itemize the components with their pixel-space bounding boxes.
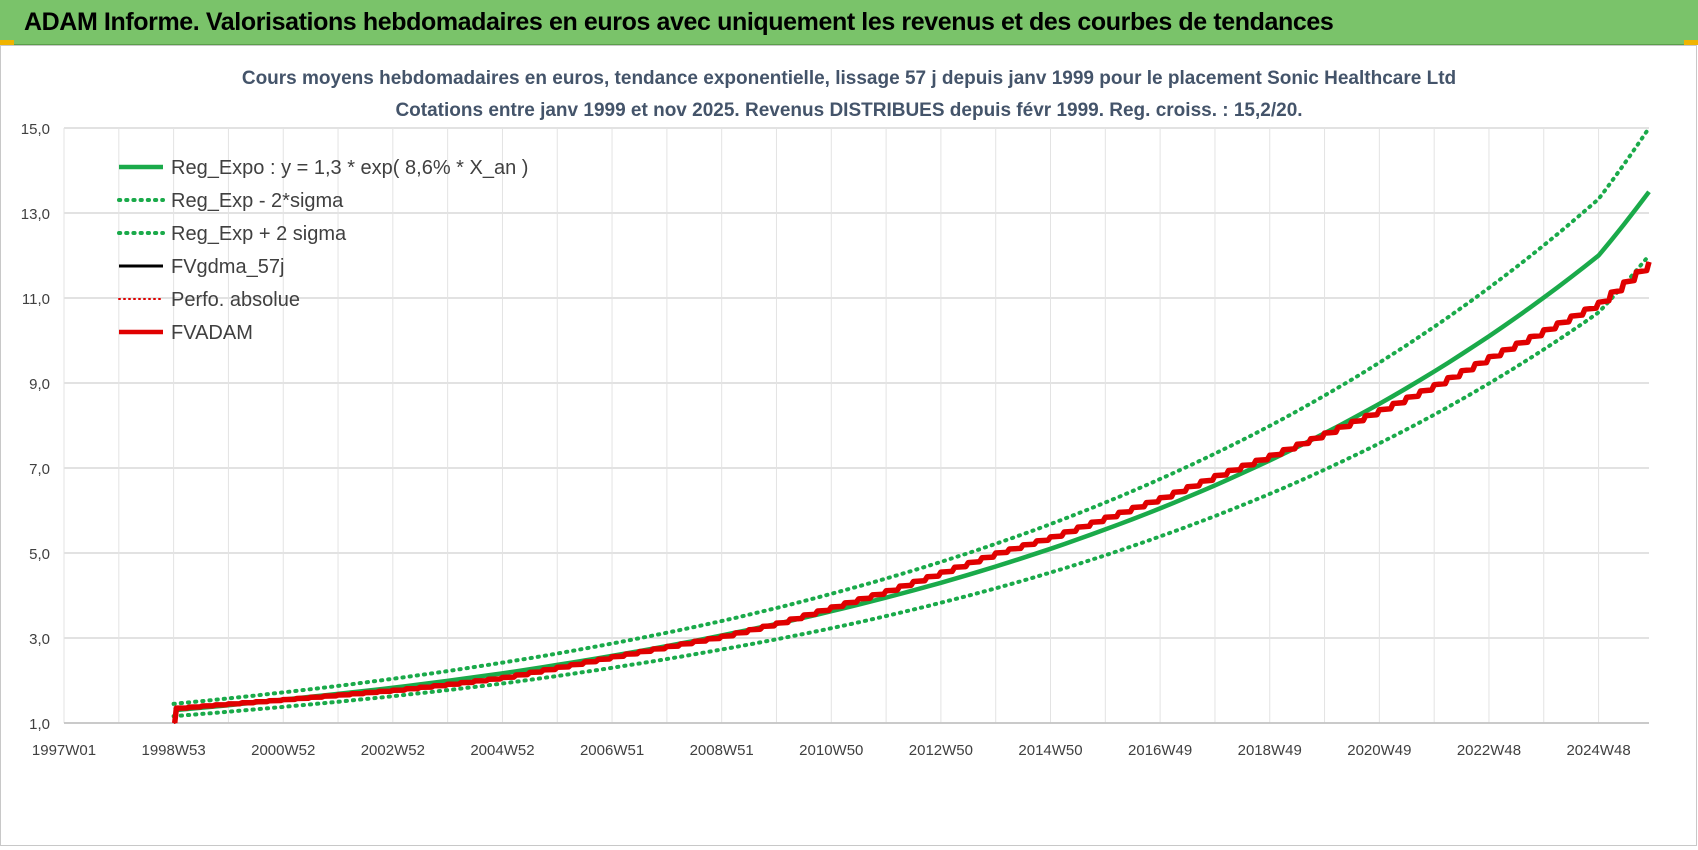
y-tick-label: 11,0 [22,291,50,308]
legend-label-fvgdma: FVgdma_57j [171,256,284,278]
legend-label-fvadam: FVADAM [171,322,253,344]
x-tick-label: 2014W50 [1018,742,1082,759]
series-line-perfo [173,260,1650,724]
x-tick-label: 2004W52 [470,742,534,759]
series-lines [171,126,1652,724]
series-line-reg [173,190,1651,713]
x-tick-label: 2022W48 [1457,742,1521,759]
y-tick-label: 1,0 [29,716,50,733]
chart-title-line2: Cotations entre janv 1999 et nov 2025. R… [395,100,1302,121]
y-tick-label: 9,0 [29,376,50,393]
legend-label-perfo: Perfo. absolue [171,289,300,311]
line-chart: 1,0 3,0 5,0 7,0 9,0 11,0 13,0 15,0 1997W01 1998W5… [21,68,1652,759]
x-tick-label: 2018W49 [1238,742,1302,759]
y-tick-label: 5,0 [29,546,50,563]
series-line-low [171,253,1651,719]
x-tick-label: 2020W49 [1347,742,1411,759]
x-tick-label: 1998W53 [142,742,206,759]
legend-label-high: Reg_Exp + 2 sigma [171,223,347,245]
chart-title-line1: Cours moyens hebdomadaires en euros, ten… [242,68,1456,89]
report-title: ADAM Informe. Valorisations hebdomadaire… [24,8,1334,36]
x-tick-label: 2002W52 [361,742,425,759]
series-line-high [171,126,1651,706]
y-tick-label: 3,0 [29,631,50,648]
chart-frame: 1,0 3,0 5,0 7,0 9,0 11,0 13,0 15,0 1997W01 1998W5… [0,45,1697,846]
y-tick-label: 7,0 [29,461,50,478]
corner-marker [1684,40,1698,45]
y-tick-label: 13,0 [21,206,50,223]
gridlines [63,127,1649,724]
x-tick-label: 2010W50 [799,742,863,759]
x-tick-label: 2006W51 [580,742,644,759]
legend-label-low: Reg_Exp - 2*sigma [171,190,344,212]
x-tick-label: 1997W01 [32,742,96,759]
report-header-banner: ADAM Informe. Valorisations hebdomadaire… [0,0,1698,45]
legend: Reg_Expo : y = 1,3 * exp( 8,6% * X_an ) R… [117,157,528,344]
series-line-fvadam [171,261,1652,724]
axes: 1,0 3,0 5,0 7,0 9,0 11,0 13,0 15,0 1997W01 1998W5… [21,121,1649,759]
x-tick-label: 2016W49 [1128,742,1192,759]
legend-label-reg: Reg_Expo : y = 1,3 * exp( 8,6% * X_an ) [171,157,528,179]
x-tick-label: 2012W50 [909,742,973,759]
x-tick-label: 2024W48 [1566,742,1630,759]
x-tick-label: 2008W51 [690,742,754,759]
y-tick-label: 15,0 [21,121,50,138]
x-tick-label: 2000W52 [251,742,315,759]
corner-marker [0,40,14,45]
series-line-fvgdma [173,261,1651,724]
